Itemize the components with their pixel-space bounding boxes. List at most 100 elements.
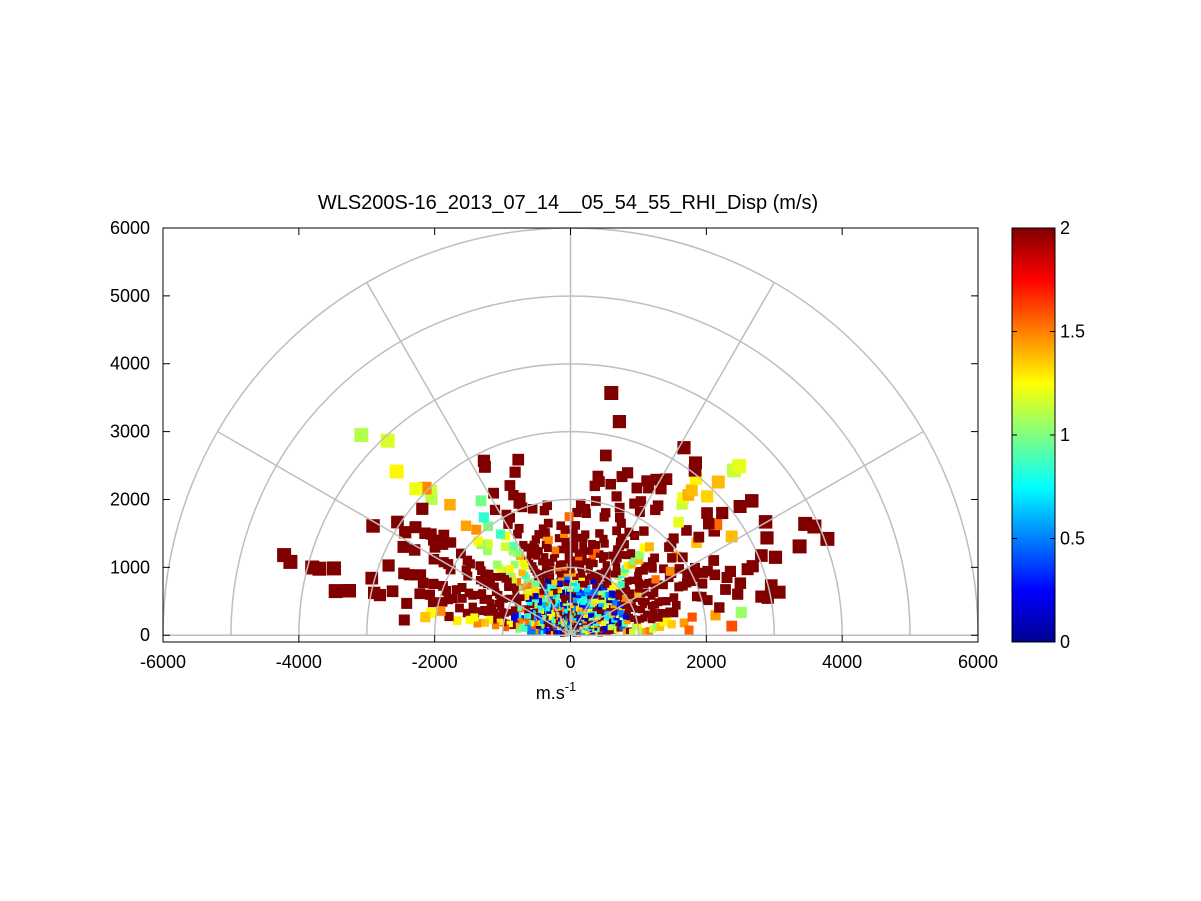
heatmap-cell xyxy=(536,602,543,608)
heatmap-cell xyxy=(475,495,487,507)
heatmap-cell xyxy=(562,608,568,614)
heatmap-cell xyxy=(755,549,768,562)
heatmap-cell xyxy=(677,552,688,563)
heatmap-cell xyxy=(493,560,502,569)
heatmap-cell xyxy=(595,529,604,538)
heatmap-cell xyxy=(483,539,493,549)
heatmap-cell xyxy=(650,609,658,617)
heatmap-cell xyxy=(550,631,556,636)
heatmap-cell xyxy=(598,601,604,607)
heatmap-cell xyxy=(602,561,610,569)
heatmap-cell xyxy=(579,590,586,597)
heatmap-cell xyxy=(408,544,421,556)
heatmap-cell xyxy=(656,623,665,631)
heatmap-cell xyxy=(629,498,640,509)
heatmap-cell xyxy=(518,623,525,630)
heatmap-cell xyxy=(554,584,561,591)
heatmap-cell xyxy=(542,500,552,511)
heatmap-cell xyxy=(556,577,563,584)
y-tick-label: 2000 xyxy=(110,489,150,509)
heatmap-cell xyxy=(501,531,511,541)
heatmap-cell xyxy=(543,518,553,528)
spoke-line xyxy=(569,282,775,636)
heatmap-cell xyxy=(648,564,657,573)
x-axis-label-superscript: -1 xyxy=(565,679,577,694)
heatmap-cell xyxy=(527,628,533,635)
heatmap-cell xyxy=(601,508,611,518)
heatmap-cell xyxy=(608,551,617,560)
heatmap-cell xyxy=(545,630,551,636)
heatmap-cell xyxy=(500,595,508,603)
heatmap-cell xyxy=(711,475,725,489)
heatmap-cell xyxy=(592,582,599,589)
heatmap-cell xyxy=(619,624,626,631)
heatmap-cell xyxy=(501,509,512,520)
heatmap-cell xyxy=(623,561,632,570)
heatmap-cell xyxy=(417,577,429,589)
heatmap-cell xyxy=(551,579,558,586)
heatmap-cell xyxy=(477,454,490,467)
heatmap-cell xyxy=(532,596,539,603)
heatmap-cell xyxy=(532,593,539,600)
heatmap-cell xyxy=(487,607,496,615)
heatmap-cell xyxy=(605,591,612,598)
heatmap-cell xyxy=(577,560,585,568)
heatmap-cell xyxy=(635,556,644,565)
heatmap-cell xyxy=(631,623,639,630)
heatmap-cell xyxy=(617,533,626,543)
heatmap-cell xyxy=(760,531,774,545)
heatmap-cell xyxy=(531,585,538,593)
heatmap-cell xyxy=(581,597,588,603)
heatmap-cell xyxy=(460,520,472,531)
heatmap-cell xyxy=(510,560,519,569)
heatmap-cell xyxy=(615,542,624,551)
heatmap-cell xyxy=(634,507,645,517)
heatmap-cell xyxy=(624,608,631,615)
heatmap-cell xyxy=(524,582,532,590)
heatmap-cell xyxy=(531,602,538,609)
heatmap-cell xyxy=(534,530,543,539)
heatmap-cell xyxy=(531,535,540,544)
heatmap-cell xyxy=(547,558,555,567)
y-tick-label: 5000 xyxy=(110,286,150,306)
heatmap-cell xyxy=(513,549,522,558)
heatmap-cell xyxy=(541,564,549,572)
heatmap-cell xyxy=(701,490,714,503)
heatmap-cell xyxy=(380,433,395,448)
heatmap-cell xyxy=(542,596,549,603)
heatmap-cell xyxy=(721,572,733,583)
x-tick-label: -4000 xyxy=(276,652,322,672)
heatmap-cell xyxy=(464,588,474,598)
heatmap-cell xyxy=(606,583,613,591)
heatmap-cell xyxy=(468,602,477,611)
heatmap-cell xyxy=(733,500,747,513)
heatmap-cell xyxy=(643,610,651,618)
x-tick-label: 4000 xyxy=(822,652,862,672)
heatmap-cell xyxy=(547,586,554,593)
heatmap-cell xyxy=(600,449,612,462)
colorbar-tick-label: 1.5 xyxy=(1060,322,1085,342)
heatmap-cell xyxy=(621,602,629,610)
heatmap-cell xyxy=(591,592,598,599)
heatmap-cell xyxy=(544,577,552,585)
heatmap-cell xyxy=(504,583,512,591)
heatmap-cell xyxy=(592,541,601,549)
x-tick-label: -2000 xyxy=(412,652,458,672)
heatmap-cell xyxy=(480,606,488,614)
heatmap-cell xyxy=(640,614,648,622)
heatmap-cell xyxy=(327,561,341,576)
heatmap-cell xyxy=(590,560,598,568)
heatmap-cell xyxy=(632,594,640,603)
heatmap-cell xyxy=(518,594,525,601)
heatmap-cell xyxy=(585,619,591,625)
heatmap-cell xyxy=(461,565,471,575)
heatmap-cell xyxy=(634,567,643,575)
heatmap-cell xyxy=(595,584,603,591)
heatmap-cell xyxy=(539,611,546,617)
heatmap-cell xyxy=(540,602,547,608)
heatmap-cell xyxy=(506,620,513,628)
heatmap-cell xyxy=(582,575,590,582)
heatmap-cell xyxy=(512,611,519,619)
heatmap-cell xyxy=(509,466,521,478)
heatmap-cell xyxy=(634,578,643,586)
